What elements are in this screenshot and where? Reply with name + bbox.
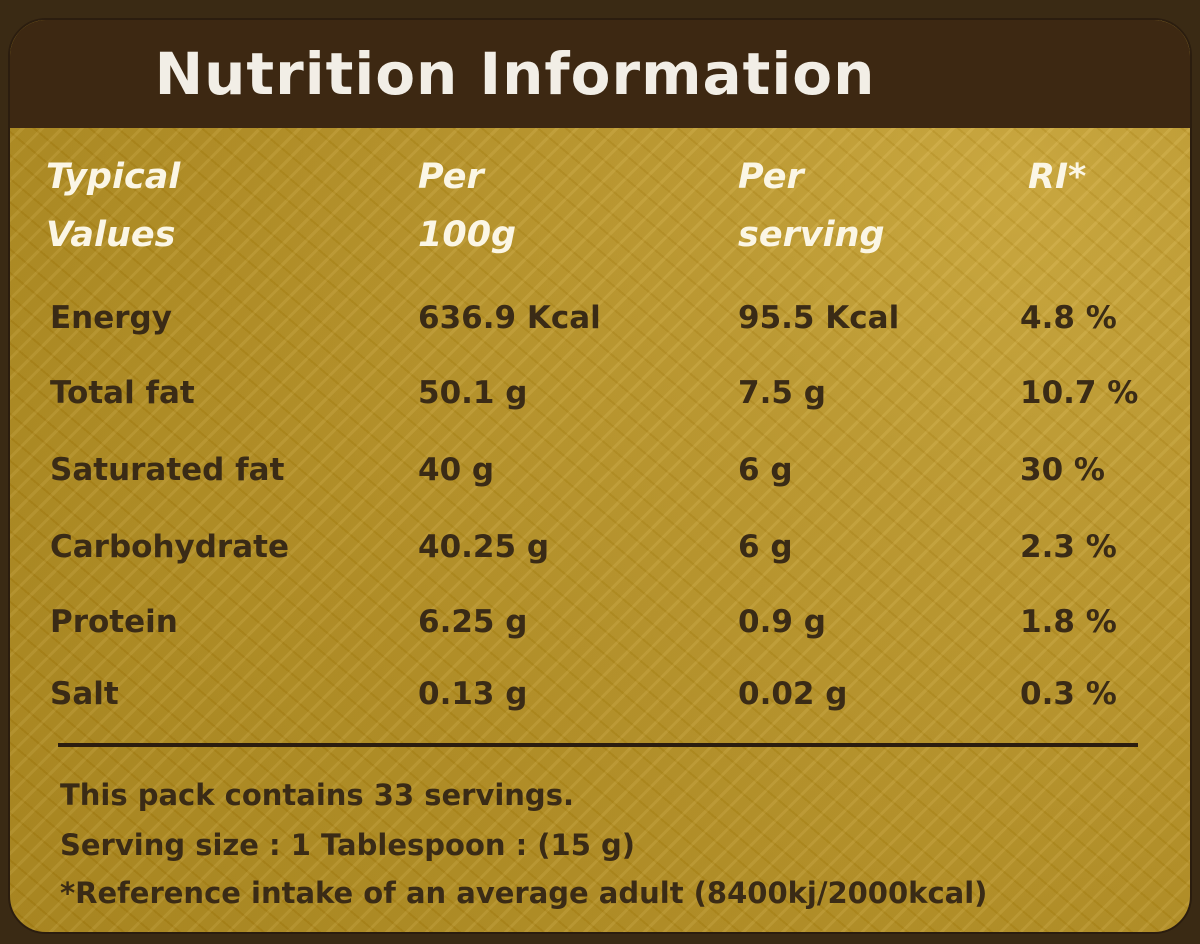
value-per-100g-total-fat: 50.1 g (418, 375, 528, 411)
value-ri-saturated-fat: 30 % (1020, 452, 1105, 488)
value-per-serving-carbohydrate: 6 g (738, 529, 793, 565)
column-header-ri: RI* (1028, 148, 1086, 206)
nutrition-label-panel: Nutrition Information Typical Values Per… (8, 18, 1192, 934)
value-per-serving-energy: 95.5 Kcal (738, 300, 900, 336)
value-ri-salt: 0.3 % (1020, 676, 1117, 712)
column-header-line: Per (418, 157, 484, 197)
value-per-100g-protein: 6.25 g (418, 604, 528, 640)
column-header-line: Typical (46, 157, 181, 197)
nutrient-name-total-fat: Total fat (50, 375, 195, 411)
serving-size-note: Serving size : 1 Tablespoon : (15 g) (60, 828, 636, 862)
reference-intake-note: *Reference intake of an average adult (8… (60, 876, 988, 910)
column-header-line: 100g (418, 215, 517, 255)
servings-note: This pack contains 33 servings. (60, 778, 574, 812)
value-per-serving-total-fat: 7.5 g (738, 375, 826, 411)
column-header-line: Per (738, 157, 804, 197)
value-per-serving-protein: 0.9 g (738, 604, 826, 640)
value-ri-energy: 4.8 % (1020, 300, 1117, 336)
nutrient-name-salt: Salt (50, 676, 119, 712)
value-per-100g-carbohydrate: 40.25 g (418, 529, 550, 565)
title-banner: Nutrition Information (10, 20, 1190, 128)
value-ri-carbohydrate: 2.3 % (1020, 529, 1117, 565)
nutrient-name-energy: Energy (50, 300, 172, 336)
value-per-100g-saturated-fat: 40 g (418, 452, 495, 488)
value-per-serving-salt: 0.02 g (738, 676, 848, 712)
column-header-line: Values (46, 215, 176, 255)
value-per-serving-saturated-fat: 6 g (738, 452, 793, 488)
nutrient-name-protein: Protein (50, 604, 178, 640)
column-header-line: serving (738, 215, 885, 255)
value-ri-total-fat: 10.7 % (1020, 375, 1139, 411)
column-header-line: RI* (1028, 157, 1087, 197)
column-header-per-serving: Per serving (738, 148, 885, 264)
table-divider (58, 743, 1138, 747)
nutrient-name-carbohydrate: Carbohydrate (50, 529, 289, 565)
page-title: Nutrition Information (154, 40, 876, 108)
value-per-100g-salt: 0.13 g (418, 676, 528, 712)
value-ri-protein: 1.8 % (1020, 604, 1117, 640)
column-header-per-100g: Per 100g (418, 148, 516, 264)
value-per-100g-energy: 636.9 Kcal (418, 300, 601, 336)
nutrient-name-saturated-fat: Saturated fat (50, 452, 285, 488)
column-header-typical-values: Typical Values (46, 148, 180, 264)
